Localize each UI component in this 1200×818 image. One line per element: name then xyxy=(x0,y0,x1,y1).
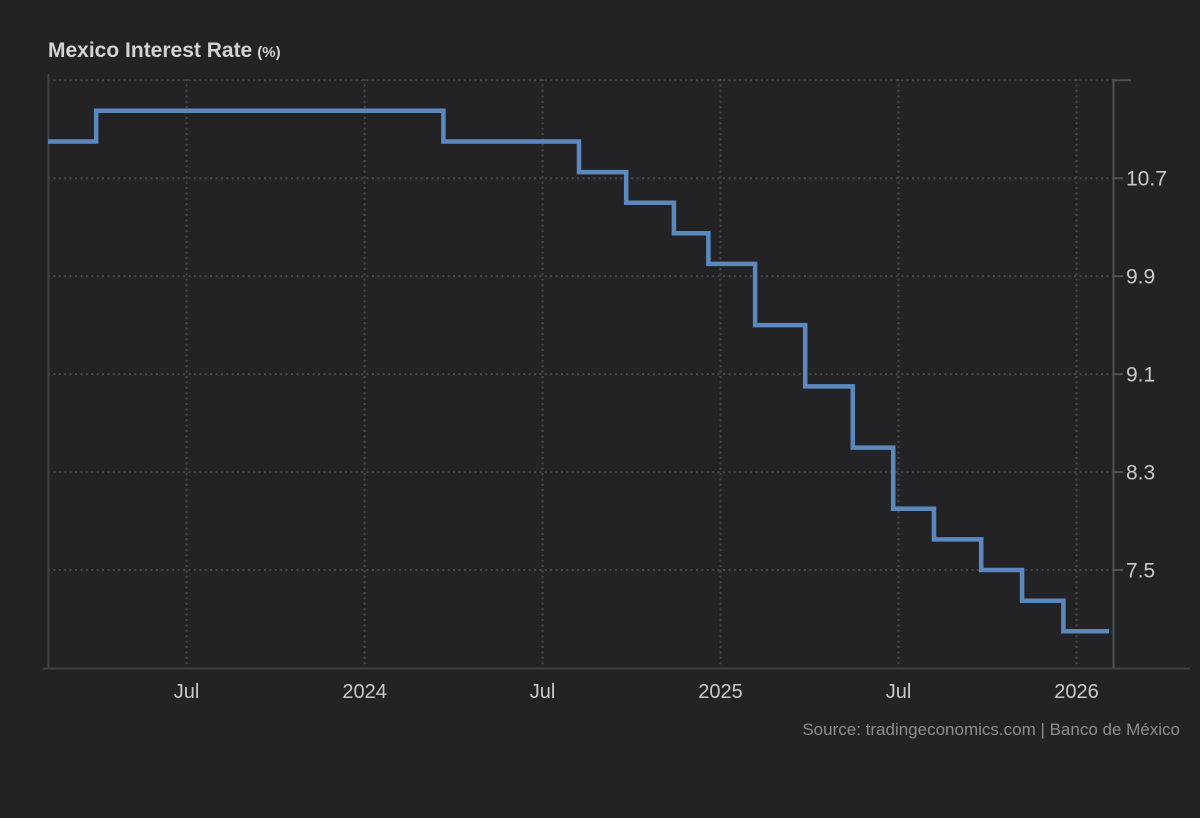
y-tick-label: 10.7 xyxy=(1126,168,1167,191)
source-attribution: Source: tradingeconomics.com | Banco de … xyxy=(802,720,1180,739)
y-tick-label: 7.5 xyxy=(1126,560,1155,583)
rate-step-line xyxy=(48,108,1110,634)
x-tick-label: Jul xyxy=(886,681,912,703)
y-tick-label: 9.1 xyxy=(1126,364,1155,387)
x-tick-label: Jul xyxy=(174,681,200,703)
x-tick-label: Jul xyxy=(530,681,556,703)
y-tick-label: 9.9 xyxy=(1126,266,1155,289)
x-tick-label: 2025 xyxy=(698,681,743,703)
chart-title: Mexico Interest Rate (%) xyxy=(48,39,281,65)
chart-title-unit: (%) xyxy=(257,44,281,61)
y-tick-label: 8.3 xyxy=(1126,462,1155,485)
chart-title-text: Mexico Interest Rate xyxy=(48,39,253,62)
x-tick-label: 2024 xyxy=(342,681,387,703)
x-tick-label: 2026 xyxy=(1054,681,1099,703)
